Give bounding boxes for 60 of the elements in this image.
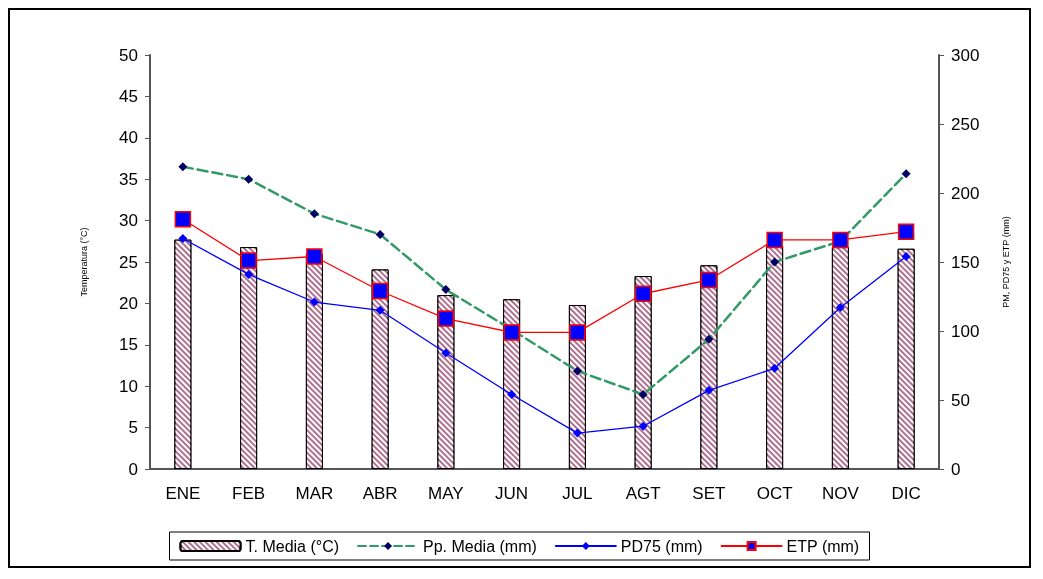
point: [700, 271, 718, 289]
y2-tick-label: 300: [951, 45, 980, 65]
y-tick-label: 45: [119, 86, 138, 106]
point: [572, 428, 582, 438]
x-tick-label: FEB: [232, 484, 266, 503]
point: [832, 231, 849, 249]
point: [704, 385, 714, 395]
point: [306, 248, 323, 265]
x-tick-label: ABR: [362, 484, 398, 503]
point: [375, 305, 385, 315]
point: [835, 303, 845, 313]
point: [507, 389, 517, 399]
point: [638, 421, 648, 431]
y-tick-label: 5: [128, 418, 138, 438]
point: [244, 269, 254, 279]
x-tick-label: JUN: [495, 484, 529, 503]
x-tick-label: ENE: [165, 484, 201, 503]
y-tick-label: 10: [119, 376, 138, 396]
legend-label: ETP (mm): [786, 537, 860, 555]
point: [441, 348, 451, 358]
legend-label: T. Media (°C): [245, 537, 340, 555]
y-tick-label: 25: [119, 252, 138, 272]
y-tick-label: 0: [128, 459, 138, 479]
legend-label: PD75 (mm): [620, 537, 703, 555]
y-tick-label: 35: [119, 169, 138, 189]
y2-tick-label: 50: [951, 390, 970, 410]
x-tick-label: JUL: [562, 484, 593, 503]
y-tick-label: 15: [119, 335, 138, 355]
x-tick-label: AGT: [625, 484, 661, 503]
y2-axis-title: PM, PD75 y ETP (mm): [1000, 216, 1011, 308]
point: [309, 297, 319, 307]
y2-tick-label: 100: [951, 321, 980, 341]
y2-tick-label: 250: [951, 114, 980, 134]
legend-label: Pp. Media (mm): [423, 537, 537, 555]
y2-tick-label: 150: [951, 252, 980, 272]
x-tick-label: NOV: [821, 484, 860, 503]
point: [634, 285, 652, 302]
point: [174, 210, 192, 228]
point: [770, 363, 780, 373]
y-tick-label: 30: [119, 211, 138, 231]
point: [766, 231, 783, 249]
point: [901, 251, 911, 261]
y-tick-label: 50: [119, 45, 138, 65]
x-tick-label: SET: [692, 484, 726, 503]
y2-tick-label: 200: [951, 183, 980, 203]
y-tick-label: 20: [119, 293, 138, 313]
point: [178, 234, 188, 244]
point: [240, 252, 257, 269]
point: [503, 324, 520, 341]
x-tick-label: MAR: [295, 484, 334, 503]
point: [569, 324, 586, 341]
y-axis-title: Temperatura (°C): [78, 227, 89, 297]
y-tick-label: 40: [119, 128, 138, 148]
point: [437, 310, 455, 327]
point: [897, 223, 915, 240]
x-tick-label: DIC: [891, 484, 921, 503]
point: [371, 282, 389, 300]
y2-tick-label: 0: [951, 459, 961, 479]
x-tick-label: MAY: [428, 484, 464, 503]
x-tick-label: OCT: [756, 484, 793, 503]
